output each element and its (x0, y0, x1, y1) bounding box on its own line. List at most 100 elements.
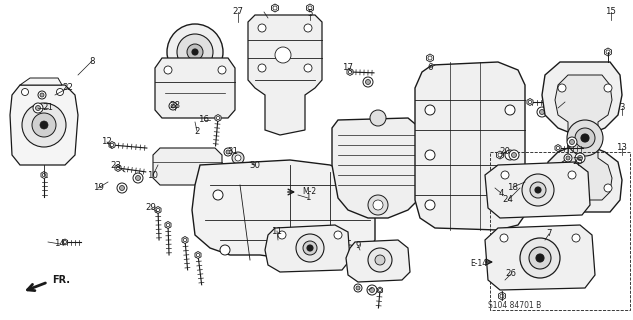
Circle shape (367, 285, 377, 295)
Circle shape (356, 286, 360, 290)
Circle shape (558, 184, 566, 192)
Polygon shape (155, 58, 235, 118)
Circle shape (370, 110, 386, 126)
Circle shape (505, 150, 515, 160)
Circle shape (535, 187, 541, 193)
Text: 14: 14 (54, 239, 65, 249)
Text: 1: 1 (305, 194, 311, 203)
Circle shape (570, 140, 575, 145)
Circle shape (518, 186, 522, 190)
Circle shape (156, 208, 160, 212)
Circle shape (258, 64, 266, 72)
Circle shape (56, 89, 63, 95)
Polygon shape (427, 54, 434, 62)
Circle shape (365, 79, 370, 84)
Polygon shape (605, 48, 611, 56)
Polygon shape (182, 236, 188, 244)
Polygon shape (248, 15, 322, 135)
Polygon shape (377, 287, 382, 293)
Circle shape (304, 24, 312, 32)
Circle shape (216, 116, 220, 120)
Circle shape (572, 234, 580, 242)
Circle shape (536, 254, 544, 262)
Polygon shape (555, 164, 561, 172)
Circle shape (303, 241, 317, 255)
Polygon shape (272, 4, 278, 12)
Circle shape (213, 190, 223, 200)
Circle shape (425, 105, 435, 115)
Polygon shape (192, 160, 375, 262)
Circle shape (22, 103, 66, 147)
Polygon shape (347, 68, 353, 76)
Circle shape (520, 238, 560, 278)
Circle shape (110, 143, 114, 147)
Circle shape (428, 56, 432, 60)
Text: 8: 8 (89, 57, 95, 66)
Polygon shape (306, 4, 313, 12)
Circle shape (345, 245, 355, 255)
Polygon shape (415, 62, 525, 230)
Polygon shape (499, 292, 506, 300)
Text: FR.: FR. (52, 275, 70, 285)
Circle shape (38, 91, 46, 99)
Circle shape (566, 156, 570, 160)
Circle shape (348, 70, 352, 74)
Circle shape (275, 47, 291, 63)
Text: M-2: M-2 (302, 188, 316, 196)
Circle shape (308, 6, 312, 10)
Circle shape (273, 6, 277, 10)
Polygon shape (346, 240, 410, 282)
Circle shape (334, 231, 342, 239)
Circle shape (556, 166, 560, 170)
Circle shape (558, 84, 566, 92)
Text: 24: 24 (503, 196, 513, 204)
Polygon shape (527, 174, 533, 181)
Polygon shape (195, 252, 201, 259)
Polygon shape (115, 164, 121, 172)
Circle shape (196, 253, 200, 257)
Circle shape (354, 284, 362, 292)
Circle shape (568, 171, 576, 179)
Circle shape (505, 105, 515, 115)
Circle shape (530, 182, 546, 198)
Text: 29: 29 (146, 204, 156, 212)
Circle shape (425, 150, 435, 160)
Text: 2: 2 (194, 126, 200, 135)
Circle shape (564, 154, 572, 162)
Circle shape (183, 238, 187, 242)
Circle shape (135, 175, 141, 180)
Circle shape (509, 150, 519, 160)
Circle shape (577, 156, 582, 161)
Polygon shape (496, 151, 503, 159)
Circle shape (133, 173, 143, 183)
Circle shape (501, 171, 509, 179)
Polygon shape (332, 118, 425, 218)
Circle shape (177, 34, 213, 70)
Polygon shape (20, 78, 62, 85)
Text: S104 84701 B: S104 84701 B (488, 301, 541, 310)
Text: 5: 5 (307, 10, 313, 19)
Text: 9: 9 (355, 242, 361, 251)
Text: 31: 31 (227, 148, 239, 156)
Circle shape (350, 190, 360, 200)
Circle shape (556, 146, 560, 150)
Polygon shape (555, 145, 561, 151)
Circle shape (187, 44, 203, 60)
Text: 3: 3 (619, 103, 625, 113)
Circle shape (235, 155, 241, 161)
Circle shape (373, 200, 383, 210)
Polygon shape (485, 162, 590, 218)
Text: 4: 4 (498, 188, 504, 197)
Polygon shape (555, 75, 612, 200)
Circle shape (370, 287, 375, 292)
Circle shape (500, 294, 504, 298)
Text: 30: 30 (249, 161, 261, 170)
Circle shape (575, 128, 595, 148)
Text: 10: 10 (147, 171, 158, 180)
Polygon shape (485, 225, 595, 290)
Text: 21: 21 (42, 103, 54, 113)
Polygon shape (10, 85, 78, 165)
Circle shape (164, 66, 172, 74)
Polygon shape (527, 99, 533, 106)
Circle shape (35, 106, 41, 110)
